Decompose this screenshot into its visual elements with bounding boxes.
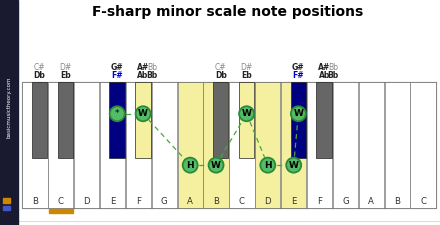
Bar [213,82,228,158]
Circle shape [286,158,301,173]
Circle shape [239,106,254,121]
Bar [110,82,125,158]
Text: A: A [187,196,193,205]
Bar [316,82,332,158]
Text: D#: D# [241,63,253,72]
Text: Bb: Bb [147,63,157,72]
Bar [385,82,410,208]
Text: C: C [420,196,426,205]
Text: D: D [264,196,271,205]
Text: E: E [291,196,297,205]
Text: F#: F# [111,70,123,79]
Text: Ab: Ab [137,70,149,79]
Bar [359,82,384,208]
Circle shape [291,106,306,121]
Text: B: B [213,196,219,205]
Text: F#: F# [293,70,304,79]
Bar [152,82,177,208]
Text: F: F [317,196,322,205]
Text: E: E [110,196,115,205]
Text: F-sharp minor scale note positions: F-sharp minor scale note positions [92,5,363,19]
Text: basicmusictheory.com: basicmusictheory.com [7,76,11,138]
Bar [74,82,99,208]
Bar [0,0,18,225]
Text: W: W [242,109,252,118]
Text: Bb: Bb [328,63,338,72]
Text: C#: C# [34,63,45,72]
Text: W: W [293,109,303,118]
Circle shape [209,158,224,173]
Text: F: F [136,196,141,205]
Bar [22,82,48,208]
Bar [411,82,436,208]
Bar [100,82,125,208]
Bar [32,82,48,158]
Bar [307,82,332,208]
Bar [3,206,10,210]
Bar [229,82,255,208]
Text: B: B [32,196,38,205]
Text: Ab: Ab [319,70,330,79]
Bar [22,82,436,208]
Bar [58,82,73,158]
Text: W: W [211,161,221,170]
Text: Bb: Bb [328,70,339,79]
Text: G#: G# [111,63,124,72]
Text: C#: C# [215,63,227,72]
Text: A#: A# [318,63,330,72]
Bar [48,82,73,208]
Text: C: C [239,196,245,205]
Text: D#: D# [59,63,72,72]
Bar [203,82,229,208]
Text: G: G [342,196,349,205]
Circle shape [260,158,275,173]
Text: Db: Db [33,70,45,79]
Text: D: D [83,196,90,205]
Text: A#: A# [137,63,149,72]
Text: *: * [115,109,120,118]
Bar [178,82,203,208]
Text: W: W [138,109,148,118]
Bar [239,82,254,158]
Bar [281,82,306,208]
Text: B: B [394,196,400,205]
Bar [49,209,73,213]
Text: A: A [368,196,374,205]
Text: Eb: Eb [60,70,71,79]
Text: G#: G# [292,63,304,72]
Bar [136,82,151,158]
Bar [290,82,306,158]
Circle shape [136,106,150,121]
Circle shape [183,158,198,173]
Text: H: H [187,161,194,170]
Text: W: W [289,161,299,170]
Text: Bb: Bb [147,70,158,79]
Bar [126,82,151,208]
Text: H: H [264,161,271,170]
Bar [255,82,280,208]
Circle shape [110,106,125,121]
Bar [3,198,10,203]
Text: G: G [161,196,168,205]
Text: C: C [58,196,64,205]
Bar [333,82,358,208]
Text: Eb: Eb [241,70,252,79]
Text: Db: Db [215,70,227,79]
